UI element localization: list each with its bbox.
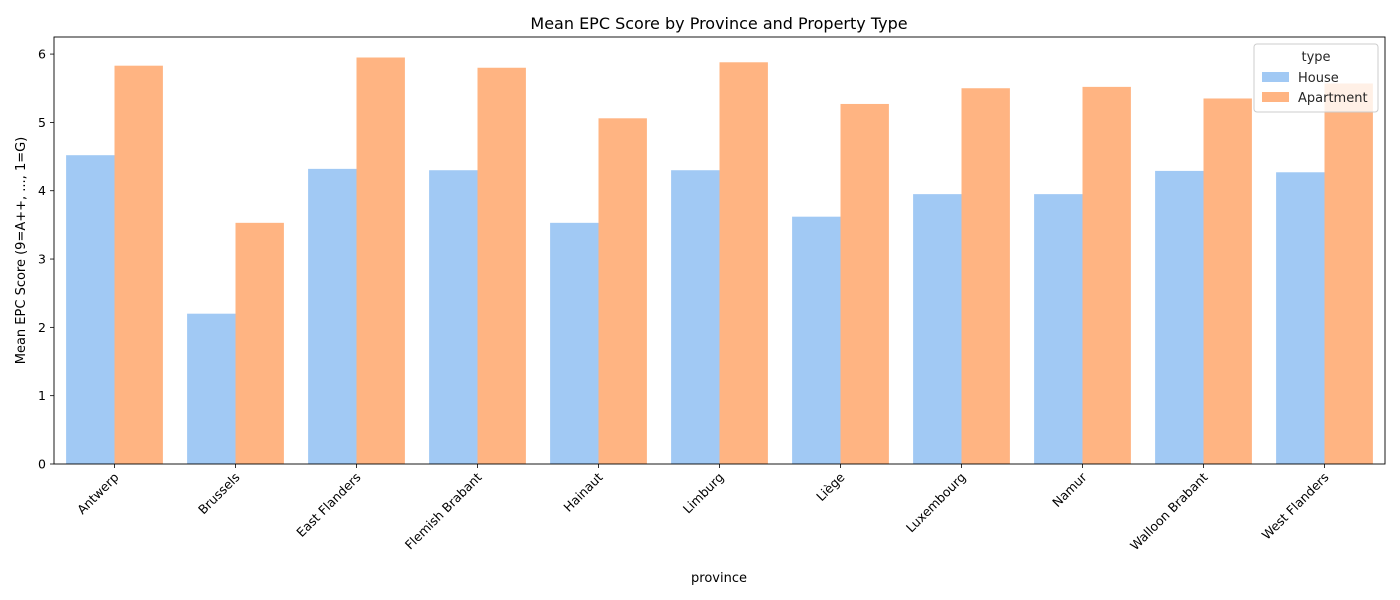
bars-group bbox=[66, 57, 1373, 465]
bar-house-walloon-brabant bbox=[1155, 170, 1204, 464]
bar-apartment-liege bbox=[840, 103, 889, 464]
y-tick-label: 0 bbox=[38, 457, 46, 472]
bar-apartment-east-flanders bbox=[356, 57, 405, 464]
bar-apartment-antwerp bbox=[114, 65, 163, 464]
bar-house-luxembourg bbox=[913, 194, 962, 465]
x-tick-label-east-flanders: East Flanders bbox=[293, 470, 363, 540]
x-tick-label-hainaut: Hainaut bbox=[560, 469, 605, 514]
y-axis-label: Mean EPC Score (9=A++, ..., 1=G) bbox=[14, 137, 29, 365]
y-tick-label: 1 bbox=[38, 388, 46, 403]
bar-apartment-west-flanders bbox=[1324, 83, 1373, 464]
bar-house-east-flanders bbox=[308, 168, 357, 464]
y-tick-label: 3 bbox=[38, 252, 46, 267]
bar-house-flemish-brabant bbox=[429, 170, 478, 464]
x-tick-label-west-flanders: West Flanders bbox=[1259, 470, 1332, 543]
y-tick-label: 6 bbox=[38, 47, 46, 62]
y-tick-label: 2 bbox=[38, 320, 46, 335]
chart-title: Mean EPC Score by Province and Property … bbox=[530, 14, 907, 33]
x-tick-label-liege: Liège bbox=[813, 469, 848, 504]
bar-apartment-brussels bbox=[235, 222, 284, 464]
legend-swatch-house bbox=[1262, 72, 1289, 82]
legend-title: type bbox=[1301, 50, 1330, 65]
x-tick-label-brussels: Brussels bbox=[195, 470, 243, 518]
bar-house-antwerp bbox=[66, 155, 115, 464]
x-axis-label: province bbox=[691, 571, 747, 586]
x-tick-label-flemish-brabant: Flemish Brabant bbox=[402, 469, 485, 552]
x-tick-label-walloon-brabant: Walloon Brabant bbox=[1127, 469, 1211, 553]
x-tick-label-limburg: Limburg bbox=[680, 470, 727, 517]
bar-house-liege bbox=[792, 216, 841, 464]
bar-house-hainaut bbox=[550, 222, 599, 464]
legend: type House Apartment bbox=[1253, 43, 1379, 113]
x-tick-label-namur: Namur bbox=[1049, 469, 1090, 510]
x-axis: Antwerp Brussels East Flanders Flemish Brab… bbox=[74, 464, 1332, 553]
bar-apartment-namur bbox=[1082, 86, 1131, 464]
bar-apartment-hainaut bbox=[598, 118, 647, 465]
legend-label-house: House bbox=[1298, 71, 1339, 86]
bar-apartment-walloon-brabant bbox=[1203, 98, 1252, 464]
bar-house-west-flanders bbox=[1276, 172, 1325, 464]
y-axis: 0 1 2 3 4 5 6 bbox=[38, 47, 54, 472]
bar-house-namur bbox=[1034, 194, 1083, 465]
x-tick-label-luxembourg: Luxembourg bbox=[903, 470, 969, 536]
y-tick-label: 4 bbox=[38, 183, 46, 198]
legend-swatch-apartment bbox=[1262, 92, 1289, 102]
bar-apartment-flemish-brabant bbox=[477, 67, 526, 464]
bar-house-limburg bbox=[671, 170, 720, 464]
legend-label-apartment: Apartment bbox=[1298, 91, 1368, 106]
bar-apartment-luxembourg bbox=[961, 88, 1010, 465]
bar-house-brussels bbox=[187, 313, 236, 464]
x-tick-label-antwerp: Antwerp bbox=[74, 469, 122, 517]
bar-apartment-limburg bbox=[719, 62, 768, 464]
y-tick-label: 5 bbox=[38, 115, 46, 130]
